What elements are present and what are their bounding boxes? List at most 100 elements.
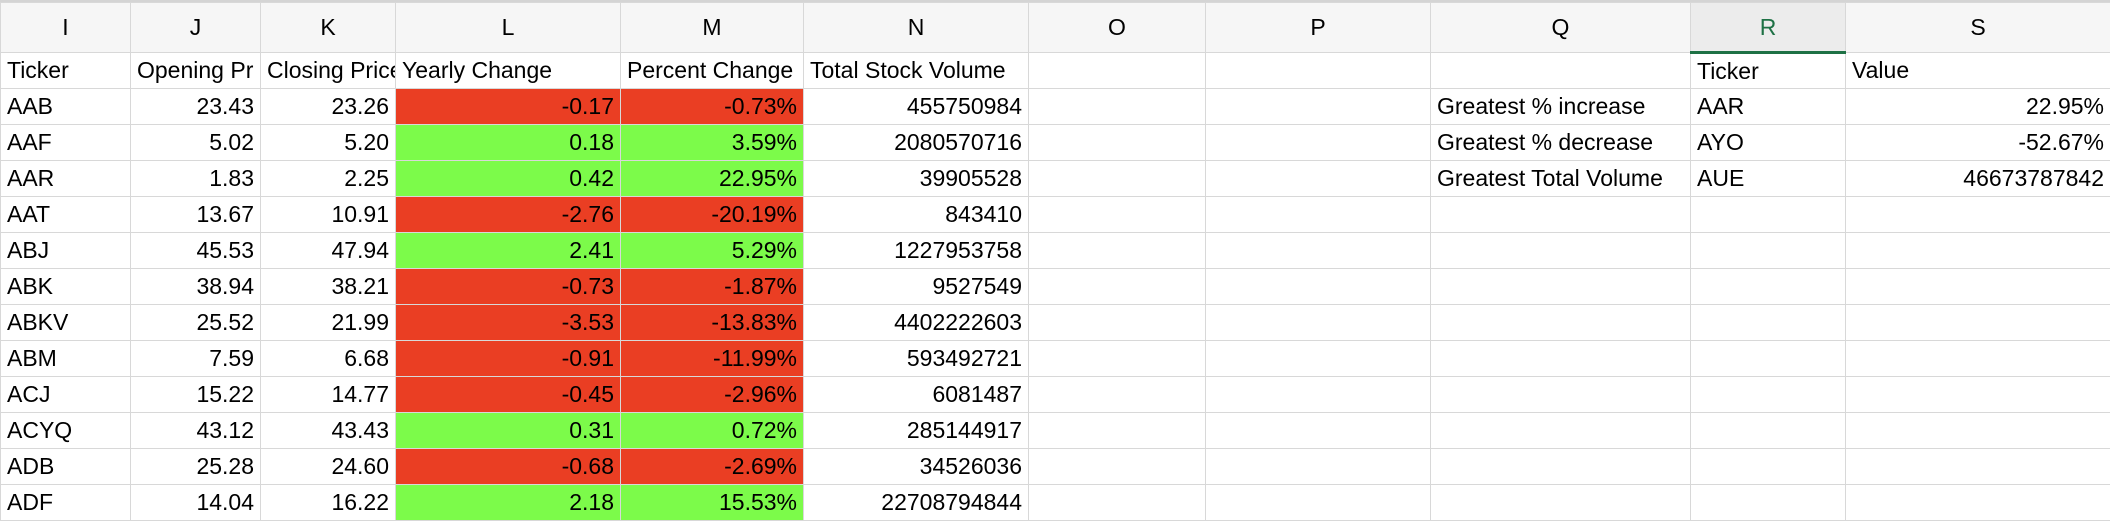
cell-percent-change[interactable]: -1.87% (620, 268, 804, 305)
cell-ticker[interactable]: AAB (0, 88, 131, 125)
cell-opening-price[interactable]: 25.28 (130, 448, 261, 485)
cell-yearly-change[interactable]: -2.76 (395, 196, 621, 233)
cell-closing-price[interactable]: 43.43 (260, 412, 396, 449)
cell-ticker[interactable]: ABJ (0, 232, 131, 269)
cell-total-stock-volume[interactable]: 593492721 (803, 340, 1029, 377)
empty-cell[interactable] (1430, 484, 1691, 521)
header-cell-percent-change[interactable]: Percent Change (620, 52, 804, 89)
column-header-r[interactable]: R (1690, 2, 1846, 54)
cell-yearly-change[interactable]: 0.42 (395, 160, 621, 197)
empty-cell[interactable] (1205, 340, 1431, 377)
empty-cell[interactable] (1690, 196, 1846, 233)
summary-ticker-cell[interactable]: AAR (1690, 88, 1846, 125)
empty-cell[interactable] (1845, 304, 2110, 341)
cell-opening-price[interactable]: 23.43 (130, 88, 261, 125)
column-header-i[interactable]: I (0, 2, 131, 53)
column-header-o[interactable]: O (1028, 2, 1206, 53)
cell-total-stock-volume[interactable]: 4402222603 (803, 304, 1029, 341)
cell-closing-price[interactable]: 5.20 (260, 124, 396, 161)
cell-yearly-change[interactable]: 0.31 (395, 412, 621, 449)
empty-cell[interactable] (1690, 340, 1846, 377)
empty-cell[interactable] (1845, 232, 2110, 269)
cell-opening-price[interactable]: 1.83 (130, 160, 261, 197)
header-cell-ticker[interactable]: Ticker (0, 52, 131, 89)
empty-cell[interactable] (1205, 88, 1431, 125)
column-header-p[interactable]: P (1205, 2, 1431, 53)
empty-cell[interactable] (1205, 160, 1431, 197)
cell-ticker[interactable]: ACJ (0, 376, 131, 413)
cell-total-stock-volume[interactable]: 843410 (803, 196, 1029, 233)
empty-cell[interactable] (1205, 412, 1431, 449)
empty-cell[interactable] (1690, 304, 1846, 341)
cell-ticker[interactable]: AAR (0, 160, 131, 197)
summary-label-cell[interactable]: Greatest % increase (1430, 88, 1691, 125)
empty-cell[interactable] (1430, 196, 1691, 233)
header-cell-summary-ticker[interactable]: Ticker (1690, 52, 1846, 89)
cell-yearly-change[interactable]: -0.73 (395, 268, 621, 305)
empty-cell[interactable] (1690, 412, 1846, 449)
cell-yearly-change[interactable]: -0.68 (395, 448, 621, 485)
summary-ticker-cell[interactable]: AUE (1690, 160, 1846, 197)
cell-total-stock-volume[interactable]: 1227953758 (803, 232, 1029, 269)
cell-yearly-change[interactable]: -0.17 (395, 88, 621, 125)
column-header-s[interactable]: S (1845, 2, 2110, 53)
summary-label-cell[interactable]: Greatest Total Volume (1430, 160, 1691, 197)
empty-cell[interactable] (1205, 268, 1431, 305)
cell-percent-change[interactable]: 3.59% (620, 124, 804, 161)
cell-opening-price[interactable]: 45.53 (130, 232, 261, 269)
empty-cell[interactable] (1845, 196, 2110, 233)
cell-ticker[interactable]: ABM (0, 340, 131, 377)
empty-cell[interactable] (1690, 448, 1846, 485)
empty-cell[interactable] (1430, 448, 1691, 485)
cell-yearly-change[interactable]: 2.41 (395, 232, 621, 269)
empty-cell[interactable] (1845, 448, 2110, 485)
cell-opening-price[interactable]: 15.22 (130, 376, 261, 413)
empty-cell[interactable] (1690, 232, 1846, 269)
empty-cell[interactable] (1205, 448, 1431, 485)
cell-total-stock-volume[interactable]: 455750984 (803, 88, 1029, 125)
cell-opening-price[interactable]: 43.12 (130, 412, 261, 449)
cell-opening-price[interactable]: 7.59 (130, 340, 261, 377)
cell-yearly-change[interactable]: -0.45 (395, 376, 621, 413)
column-header-n[interactable]: N (803, 2, 1029, 53)
cell-closing-price[interactable]: 2.25 (260, 160, 396, 197)
cell-closing-price[interactable]: 47.94 (260, 232, 396, 269)
column-header-l[interactable]: L (395, 2, 621, 53)
cell-opening-price[interactable]: 5.02 (130, 124, 261, 161)
column-header-k[interactable]: K (260, 2, 396, 53)
empty-cell[interactable] (1845, 340, 2110, 377)
empty-cell[interactable] (1845, 376, 2110, 413)
cell-closing-price[interactable]: 38.21 (260, 268, 396, 305)
cell-percent-change[interactable]: 22.95% (620, 160, 804, 197)
empty-cell[interactable] (1028, 88, 1206, 125)
empty-cell[interactable] (1690, 268, 1846, 305)
cell-closing-price[interactable]: 21.99 (260, 304, 396, 341)
empty-cell[interactable] (1028, 448, 1206, 485)
empty-cell[interactable] (1430, 52, 1691, 89)
empty-cell[interactable] (1845, 484, 2110, 521)
cell-percent-change[interactable]: -0.73% (620, 88, 804, 125)
cell-ticker[interactable]: ABKV (0, 304, 131, 341)
empty-cell[interactable] (1028, 340, 1206, 377)
column-header-j[interactable]: J (130, 2, 261, 53)
empty-cell[interactable] (1845, 268, 2110, 305)
summary-value-cell[interactable]: 22.95% (1845, 88, 2110, 125)
cell-total-stock-volume[interactable]: 2080570716 (803, 124, 1029, 161)
cell-opening-price[interactable]: 25.52 (130, 304, 261, 341)
cell-total-stock-volume[interactable]: 6081487 (803, 376, 1029, 413)
summary-value-cell[interactable]: 46673787842 (1845, 160, 2110, 197)
cell-closing-price[interactable]: 23.26 (260, 88, 396, 125)
empty-cell[interactable] (1028, 376, 1206, 413)
empty-cell[interactable] (1690, 376, 1846, 413)
cell-percent-change[interactable]: -13.83% (620, 304, 804, 341)
empty-cell[interactable] (1205, 124, 1431, 161)
empty-cell[interactable] (1430, 340, 1691, 377)
empty-cell[interactable] (1028, 484, 1206, 521)
header-cell-summary-value[interactable]: Value (1845, 52, 2110, 89)
header-cell-closing-price[interactable]: Closing Price (260, 52, 396, 89)
empty-cell[interactable] (1028, 232, 1206, 269)
empty-cell[interactable] (1205, 52, 1431, 89)
cell-total-stock-volume[interactable]: 22708794844 (803, 484, 1029, 521)
empty-cell[interactable] (1028, 52, 1206, 89)
cell-closing-price[interactable]: 14.77 (260, 376, 396, 413)
